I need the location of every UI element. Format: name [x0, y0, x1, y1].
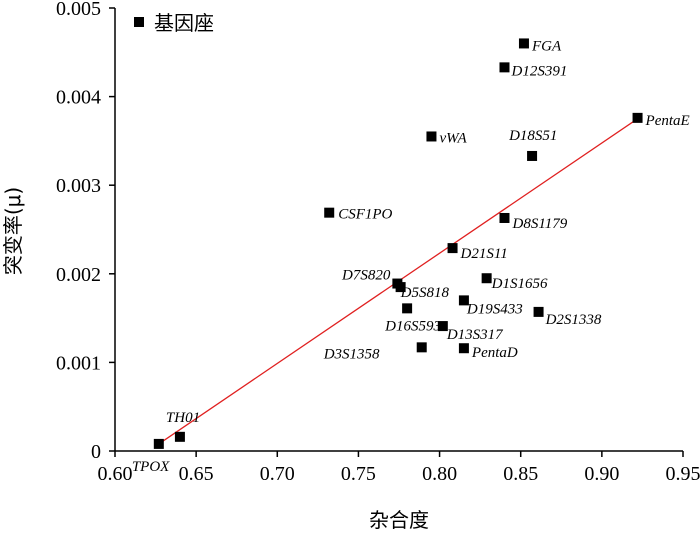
point-label: TPOX [132, 459, 170, 475]
data-point [632, 112, 643, 123]
data-point [458, 295, 469, 306]
point-label: D16S593 [384, 318, 441, 334]
point-label: vWA [439, 130, 467, 146]
y-tick-label: 0.005 [56, 0, 101, 20]
data-points: TPOX TH01 CSF1PO D7S820 D5S818 D16S593D3S1358… [132, 38, 690, 475]
y-tick-label: 0.004 [56, 87, 101, 109]
data-point [518, 38, 529, 49]
y-tick-label: 0.002 [56, 264, 101, 286]
data-point [527, 150, 538, 161]
point-label: PentaE [645, 113, 690, 129]
point-label: D18S51 [508, 128, 557, 144]
point-label: TH01 [166, 410, 200, 426]
data-point [437, 321, 448, 332]
x-tick-label: 0.80 [422, 463, 457, 485]
legend-marker [134, 17, 144, 27]
data-point [426, 131, 437, 142]
point-label: D5S818 [400, 285, 450, 301]
y-axis-title: 突变率(μ) [1, 187, 25, 275]
data-point [481, 273, 492, 284]
point-label: D12S391 [510, 63, 567, 79]
x-tick-label: 0.65 [179, 463, 214, 485]
legend-label: 基因座 [154, 11, 214, 35]
y-tick-label: 0.001 [56, 352, 101, 374]
x-tick-label: 0.75 [341, 463, 376, 485]
x-tick-label: 0.90 [584, 463, 619, 485]
data-point [153, 438, 164, 449]
point-label: D7S820 [341, 268, 391, 284]
x-tick-label: 0.95 [666, 463, 700, 485]
x-tick-label: 0.70 [260, 463, 295, 485]
point-label: FGA [531, 38, 562, 54]
data-point [416, 342, 427, 353]
point-label: D13S317 [446, 327, 504, 343]
data-point [447, 243, 458, 254]
point-label: D21S11 [460, 246, 508, 262]
point-label: PentaD [471, 345, 518, 361]
x-axis-title: 杂合度 [369, 508, 429, 532]
data-point [395, 282, 406, 293]
data-point [174, 431, 185, 442]
data-point [402, 303, 413, 314]
y-ticks: 0 0.001 0.002 0.003 0.004 0.005 [56, 0, 115, 463]
x-tick-label: 0.60 [98, 463, 133, 485]
axes [114, 8, 683, 452]
point-label: D1S1656 [491, 276, 548, 292]
x-ticks: 0.60 0.65 0.70 0.75 0.80 0.85 0.90 0.95 [98, 451, 700, 485]
data-point [499, 62, 510, 73]
legend: 基因座 [134, 11, 214, 35]
point-label: D3S1358 [323, 346, 380, 362]
point-label: D8S1179 [511, 216, 567, 232]
data-point [499, 212, 510, 223]
data-point [458, 343, 469, 354]
point-label: D19S433 [466, 301, 523, 317]
y-tick-label: 0 [91, 441, 101, 463]
y-tick-label: 0.003 [56, 175, 101, 197]
data-point [324, 207, 335, 218]
point-label: D2S1338 [545, 312, 602, 328]
data-point [533, 306, 544, 317]
x-tick-label: 0.85 [503, 463, 538, 485]
point-label: CSF1PO [338, 207, 392, 223]
